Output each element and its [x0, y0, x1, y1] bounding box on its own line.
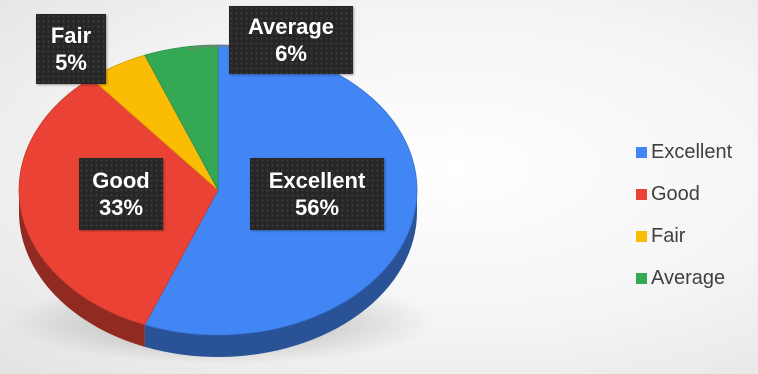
- legend-swatch-good: [636, 188, 647, 200]
- pie-side-excellent: [144, 190, 418, 357]
- data-label-good-value: 33%: [98, 195, 144, 220]
- legend-label-excellent: Excellent: [651, 140, 733, 163]
- average-leader-line: [187, 45, 232, 50]
- pie-side-good: [19, 190, 145, 347]
- pie-slice-average: [144, 44, 219, 191]
- legend-label-average: Average: [651, 266, 726, 289]
- data-label-average-category: Average: [247, 14, 334, 39]
- data-label-fair: Fair 5%: [36, 14, 106, 84]
- data-label-excellent-category: Excellent: [268, 168, 366, 193]
- legend-label-good: Good: [651, 182, 700, 205]
- legend-item-excellent: Excellent: [636, 138, 754, 166]
- legend: Excellent Good Fair Average: [636, 138, 754, 306]
- legend-swatch-fair: [636, 230, 647, 242]
- data-label-fair-category: Fair: [50, 23, 92, 48]
- data-label-excellent-value: 56%: [294, 195, 340, 220]
- data-label-average-value: 6%: [275, 41, 307, 66]
- legend-swatch-excellent: [636, 146, 647, 158]
- data-label-excellent: Excellent 56%: [250, 158, 384, 230]
- legend-swatch-average: [636, 272, 647, 284]
- legend-item-average: Average: [636, 264, 754, 292]
- legend-label-fair: Fair: [651, 224, 686, 247]
- data-label-average: Average 6%: [229, 6, 353, 74]
- data-label-fair-value: 5%: [55, 50, 87, 75]
- legend-item-good: Good: [636, 180, 754, 208]
- legend-item-fair: Fair: [636, 222, 754, 250]
- data-label-good: Good 33%: [79, 158, 163, 230]
- data-label-good-category: Good: [92, 168, 150, 193]
